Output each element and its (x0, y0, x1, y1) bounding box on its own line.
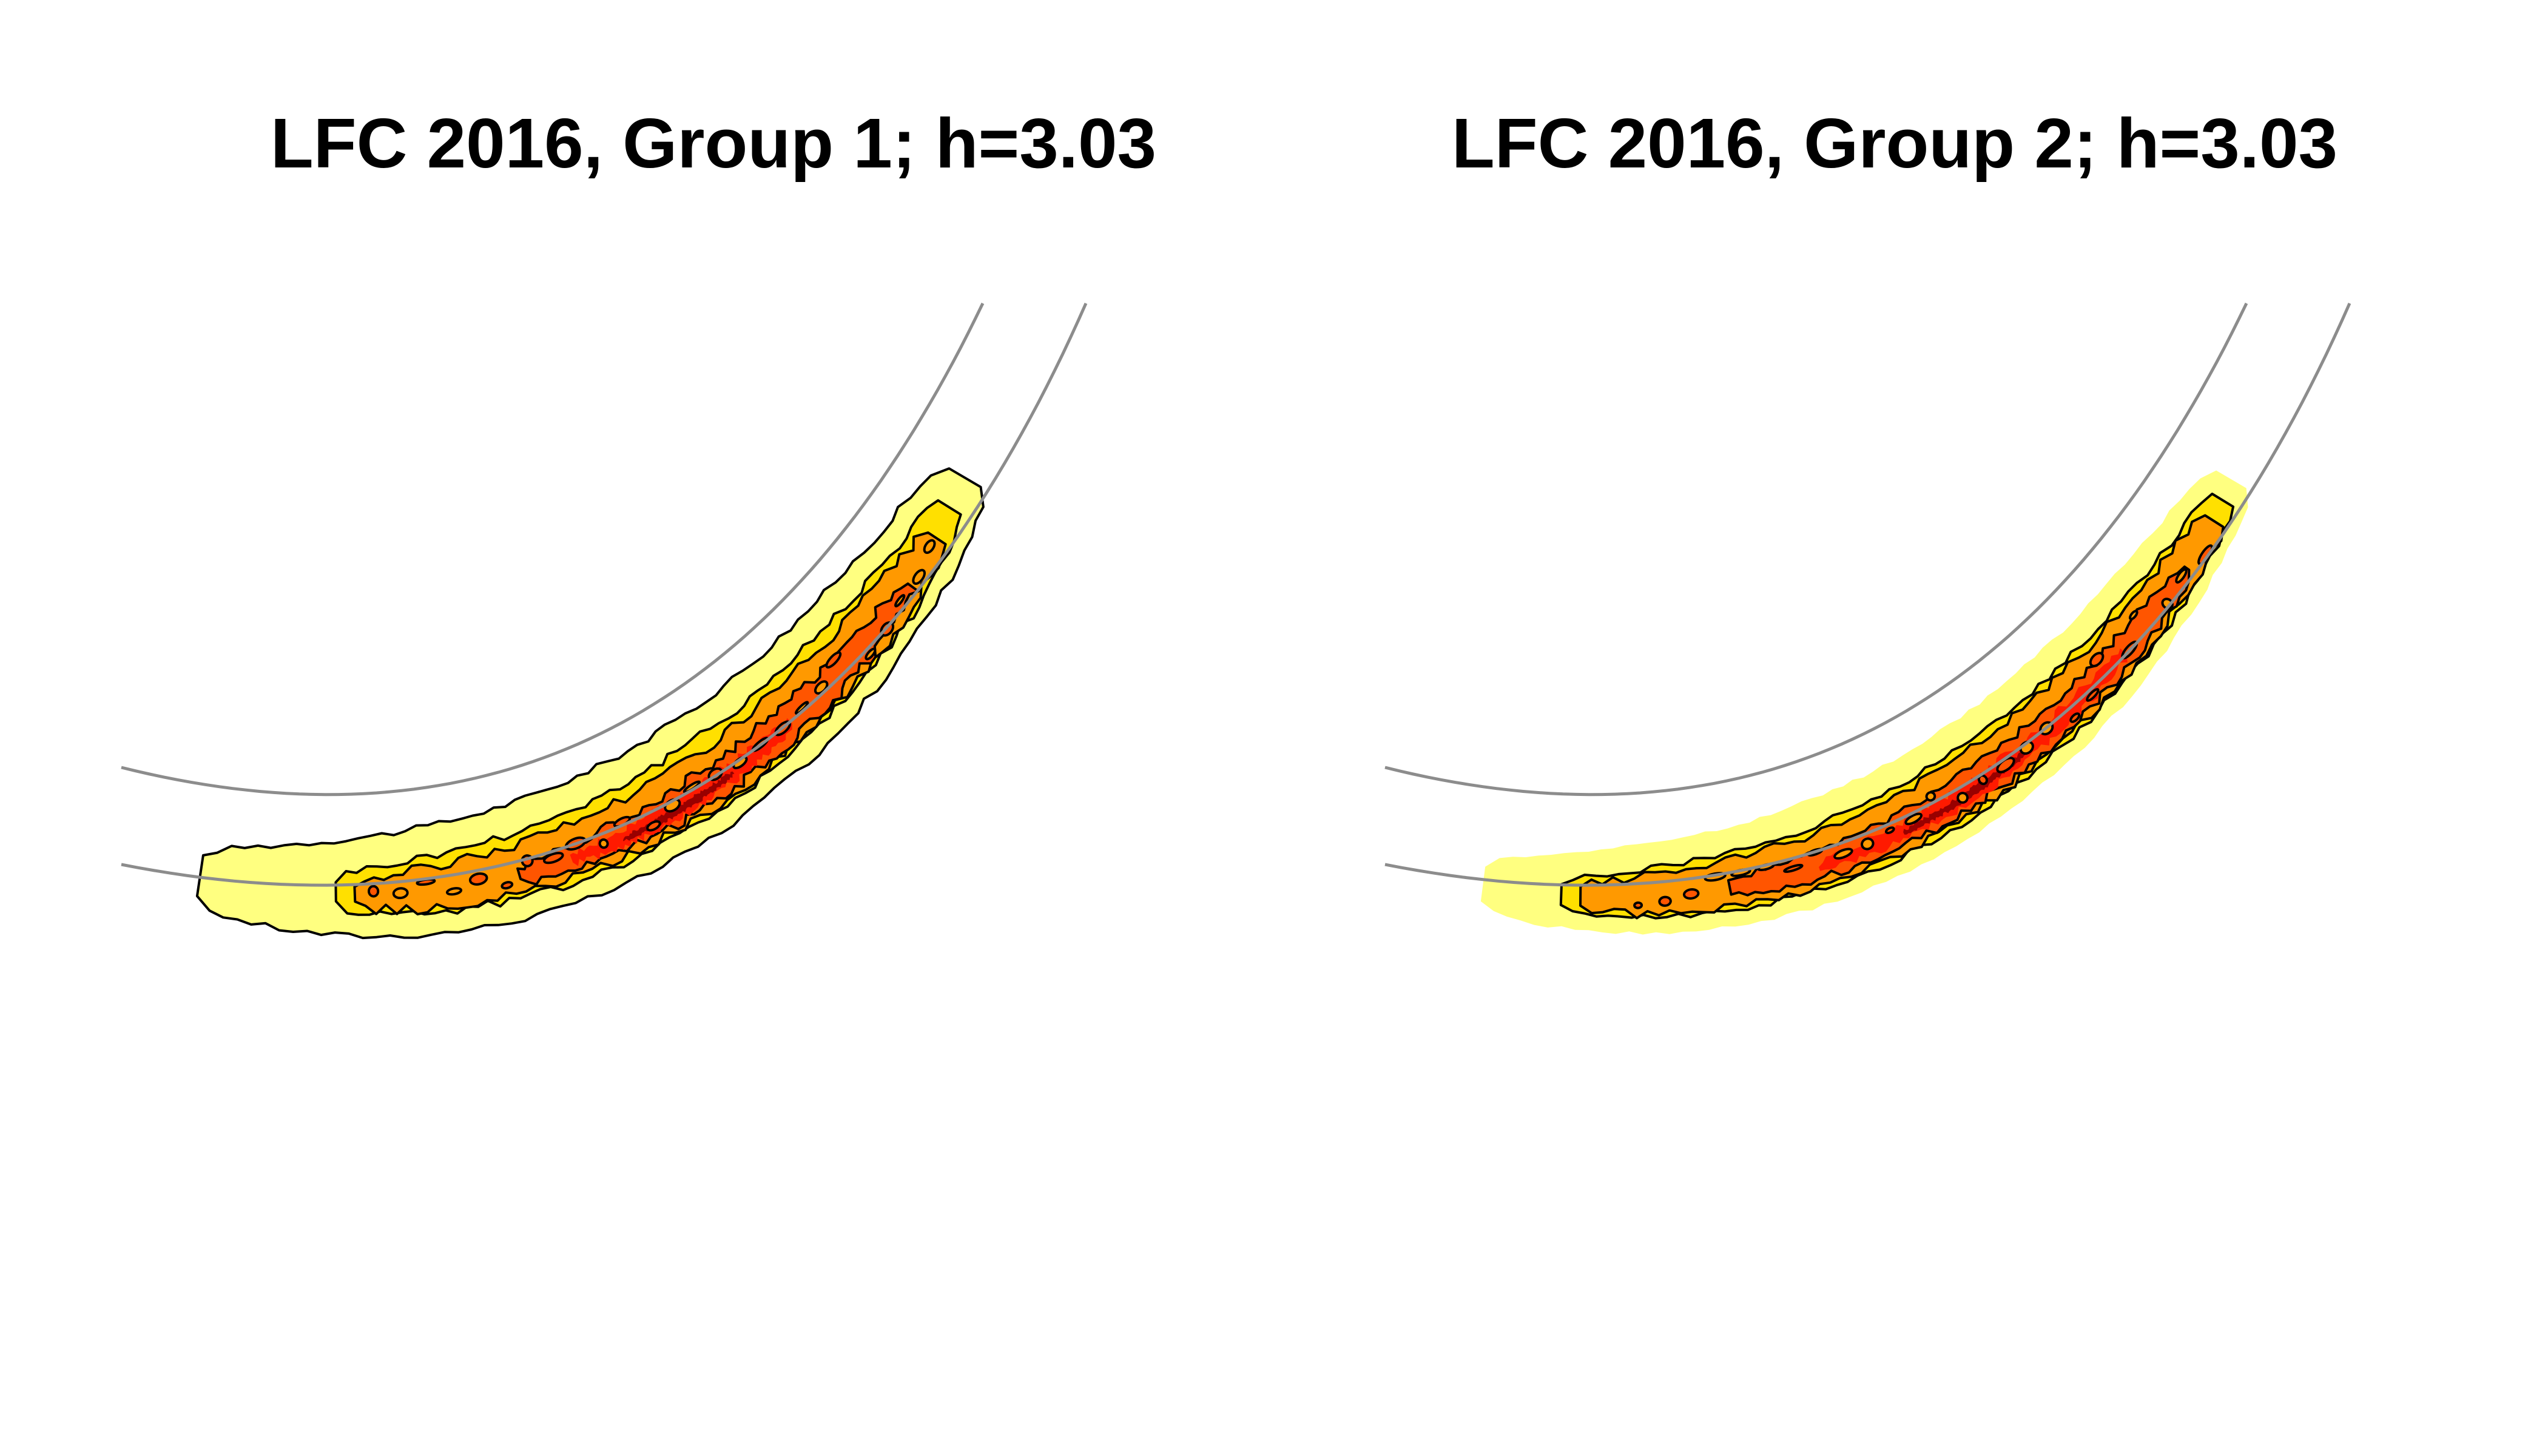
track-outline-lower (1384, 302, 2351, 887)
plot-area (1384, 302, 2351, 935)
contour-island (1833, 848, 1853, 860)
contour-island (392, 887, 409, 900)
contour-island (500, 881, 514, 890)
density-panel-group-1: LFC 2016, Group 1; h=3.03 (121, 108, 1156, 940)
contour-island (1633, 901, 1643, 909)
contour-island (912, 568, 926, 585)
contour-island (367, 885, 380, 898)
contour-island (1861, 837, 1875, 851)
contour-island (1956, 792, 1969, 804)
density-plot-group-2 (1384, 302, 2351, 935)
contour-island (1884, 826, 1895, 834)
contour-island (894, 594, 906, 608)
contour-island (2069, 712, 2081, 723)
contour-island (923, 539, 936, 554)
track-outline-lower (121, 302, 1088, 887)
density-level-4 (1727, 565, 2191, 897)
contour-island (2128, 610, 2138, 621)
contour-island (542, 852, 564, 864)
contour-island (445, 887, 463, 896)
density-plot-group-1 (121, 302, 1088, 940)
track-outline-upper (1384, 302, 2248, 797)
contour-island (468, 872, 488, 886)
contour-island (2175, 568, 2188, 584)
contour-island (2089, 652, 2105, 667)
contour-island (1682, 888, 1700, 900)
contour-island (1904, 812, 1923, 826)
contour-island (598, 838, 609, 849)
panel-title: LFC 2016, Group 2; h=3.03 (1451, 104, 2338, 183)
plot-area (121, 302, 1088, 940)
contour-island (2086, 688, 2100, 702)
contour-island (1925, 791, 1936, 802)
density-level-5 (570, 718, 792, 866)
contour-island (864, 647, 877, 661)
density-level-6 (1903, 749, 2029, 835)
contour-island (1783, 863, 1804, 873)
density-panel-group-2: LFC 2016, Group 2; h=3.03 (1274, 0, 2548, 1456)
panel-title: LFC 2016, Group 1; h=3.03 (270, 104, 1157, 183)
contour-island (646, 820, 661, 832)
contour-island (825, 651, 842, 669)
track-outline-upper (121, 302, 985, 797)
contour-island (1658, 895, 1672, 907)
